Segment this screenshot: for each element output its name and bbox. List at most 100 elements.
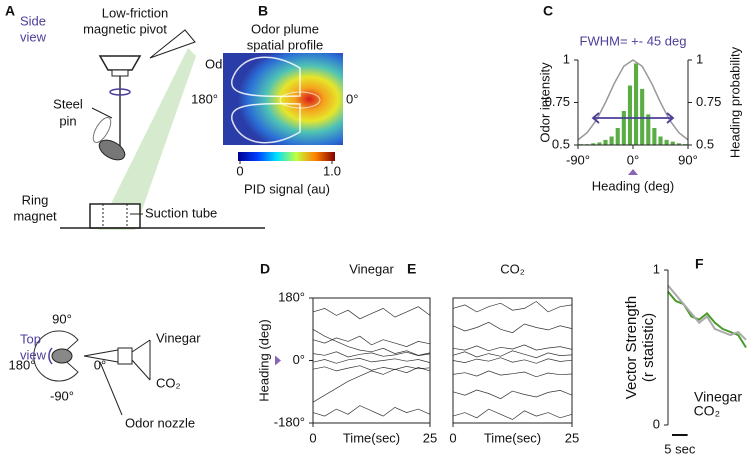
x-tick-label: 0 — [309, 430, 316, 445]
x-tick-label: 25 — [423, 430, 437, 445]
legend-entry: Vinegar — [694, 389, 742, 405]
heading-trace — [312, 335, 431, 347]
angle-label: 0° — [94, 357, 106, 372]
pivot-label: magnetic pivot — [83, 21, 167, 36]
angle-label: 90° — [52, 311, 72, 326]
colorbar-tick-label: 1.0 — [323, 163, 341, 178]
magnet-label: magnet — [13, 208, 57, 223]
histogram-bar — [634, 63, 639, 145]
histogram-bar — [664, 139, 669, 145]
heading-trace — [312, 306, 431, 320]
colorbar-label: PID signal (au) — [244, 181, 330, 196]
annotation: FWHM= +- 45 deg — [580, 33, 687, 48]
magnet-label: Ring — [22, 192, 49, 207]
y-tick-label: 1 — [563, 51, 570, 66]
panel-title: Vinegar — [349, 261, 394, 276]
colorbar-tick-label: 0 — [236, 163, 243, 178]
panel-title: spatial profile — [247, 37, 324, 52]
pin-label: pin — [59, 113, 76, 128]
y-axis-label: Odor intensity — [537, 62, 552, 143]
histogram-bar — [658, 136, 663, 145]
x-axis-label: Time(sec) — [343, 430, 400, 445]
legend-entry: CO₂ — [694, 403, 720, 419]
heading-trace — [452, 357, 573, 364]
series-line — [667, 284, 747, 341]
heading-trace — [452, 344, 573, 352]
y-tick-label: 0.5 — [696, 136, 714, 151]
zero-marker — [275, 355, 281, 366]
heading-trace — [452, 389, 573, 400]
scale-bar-label: 5 sec — [664, 441, 696, 456]
pin-label: Steel — [53, 96, 83, 111]
angle-label: -90° — [50, 388, 74, 403]
heading-trace — [312, 328, 431, 356]
histogram-bar — [603, 139, 608, 145]
y-axis-label: Vector Strength — [623, 296, 640, 399]
top-view-label: view — [20, 347, 47, 362]
angle-label: 180° — [9, 357, 36, 372]
odor-label: Vinegar — [156, 330, 201, 345]
y-tick-label: 0 — [653, 416, 660, 431]
axes — [577, 60, 689, 146]
heading-trace — [452, 301, 573, 313]
histogram-bar — [621, 111, 626, 145]
side-view-label: Side — [20, 13, 46, 28]
panel-letter: A — [5, 3, 15, 19]
panel-letter: F — [695, 256, 704, 272]
histogram-bar — [652, 128, 657, 145]
fwhm-arrow — [591, 112, 675, 124]
y-tick-label: 0° — [293, 352, 305, 367]
y-axis-label: (r statistic) — [640, 313, 657, 382]
histogram-bar — [640, 88, 645, 145]
y-tick-label: 180° — [278, 289, 305, 304]
plume-heatmap — [223, 53, 343, 161]
heading-trace — [452, 370, 573, 378]
histogram-bar — [627, 85, 632, 145]
plot-frame — [452, 297, 573, 424]
y-tick-label: 1 — [653, 261, 660, 276]
heading-trace — [452, 408, 573, 420]
y-tick-label: 0.5 — [552, 136, 570, 151]
y-tick-label: 0.75 — [545, 94, 570, 109]
y-axis-label: Heading (deg) — [256, 319, 271, 401]
tube-label: Suction tube — [145, 205, 217, 220]
panel-letter: C — [543, 3, 553, 19]
heading-trace — [452, 321, 573, 334]
side-view-schematic — [60, 29, 265, 230]
panel-title: CO₂ — [500, 261, 525, 276]
histogram-bar — [609, 136, 614, 145]
histogram-bar — [670, 141, 675, 145]
odor-label: CO₂ — [156, 375, 181, 390]
x-tick-label: 0° — [627, 152, 639, 167]
heading-trace — [452, 350, 573, 359]
heading-trace — [312, 367, 431, 403]
panel-letter: B — [258, 3, 268, 19]
histogram-bar — [591, 143, 596, 145]
y2-axis-label: Heading probability — [727, 46, 742, 158]
y-tick-label: 1 — [696, 51, 703, 66]
top-view-schematic — [33, 330, 151, 416]
top-view-label: Top — [20, 331, 41, 346]
heading-marker — [628, 169, 638, 175]
side-view-label: view — [20, 29, 47, 44]
y-tick-label: -180° — [274, 414, 305, 429]
histogram-bar — [597, 142, 602, 145]
x-tick-label: 90° — [678, 152, 698, 167]
x-tick-label: -90° — [566, 152, 590, 167]
x-tick-label: 0 — [449, 430, 456, 445]
heading-trace — [312, 351, 431, 358]
panel-letter: D — [260, 261, 270, 277]
pivot-label: Low-friction — [102, 5, 168, 20]
x-axis-label: Heading (deg) — [592, 178, 674, 193]
histogram-bar — [646, 114, 651, 145]
panel-letter: E — [407, 261, 416, 277]
intensity-line — [577, 59, 689, 141]
x-tick-label: 25 — [565, 430, 579, 445]
y-tick-label: 0.75 — [696, 94, 721, 109]
heading-trace — [312, 358, 431, 364]
nozzle-label: Odor nozzle — [125, 415, 195, 430]
heading-trace — [312, 365, 431, 372]
x-axis-label: Time(sec) — [484, 430, 541, 445]
angle-label: 180° — [191, 91, 218, 106]
